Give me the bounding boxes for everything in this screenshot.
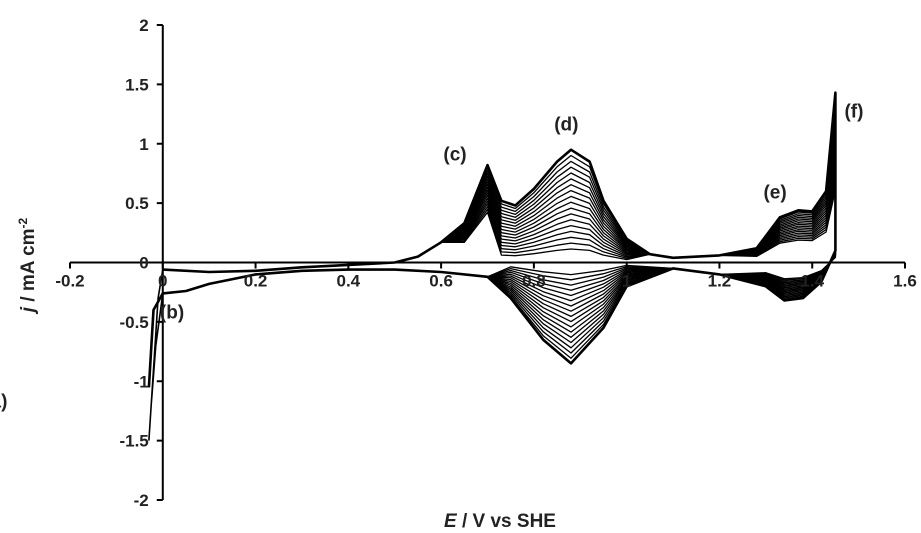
x-tick-label: 0.8: [522, 272, 546, 291]
cv-cycle-line: [148, 132, 837, 388]
peak-annotations: (a) (b) (c) (d) (e) (f): [0, 102, 863, 413]
peak-label: (a): [0, 391, 7, 412]
y-tick-label: -2: [134, 491, 149, 510]
cv-curves: [147, 91, 837, 441]
x-tick-label: 1: [622, 272, 631, 291]
y-tick-label: 0.5: [125, 194, 149, 213]
x-axis-variable: E: [444, 511, 458, 532]
y-axis-title: j / mA cm-2: [16, 217, 39, 315]
cv-cycle-line: [148, 126, 837, 388]
cv-first-cycle-line: [148, 269, 164, 441]
y-axis-unit-exponent: -2: [16, 217, 30, 228]
x-tick-label: 1.6: [893, 272, 917, 291]
x-ticks: -0.2 0 0.2 0.4 0.6 0.8 1 1.2 1.4 1.6: [55, 262, 917, 291]
x-tick-label: 1.4: [800, 272, 824, 291]
y-tick-label: 2: [139, 16, 148, 35]
cv-cycle-line: [148, 109, 837, 388]
y-tick-label: 1.5: [125, 75, 149, 94]
x-tick-label: 0.4: [337, 272, 361, 291]
peak-label: (e): [763, 182, 786, 203]
y-tick-label: -0.5: [119, 313, 148, 332]
cv-cycle-line: [148, 120, 837, 388]
y-axis-unit: / mA cm: [18, 228, 39, 307]
x-axis-unit: / V vs SHE: [457, 511, 556, 532]
x-tick-label: 1.2: [708, 272, 732, 291]
y-tick-label: -1: [134, 372, 149, 391]
y-ticks: 2 1.5 1 0.5 0 -0.5 -1 -1.5 -2: [119, 16, 163, 510]
peak-label: (f): [844, 102, 863, 123]
peak-label: (c): [443, 144, 466, 165]
peak-label: (d): [554, 115, 578, 136]
x-tick-label: 0: [158, 272, 167, 291]
cv-cycle-line: [148, 103, 837, 388]
y-tick-label: 1: [139, 135, 148, 154]
peak-label: (b): [160, 302, 184, 323]
y-axis-variable: j: [18, 306, 39, 315]
x-axis-title: E / V vs SHE: [444, 511, 556, 532]
y-tick-label: -1.5: [119, 432, 148, 451]
x-tick-label: 0.6: [429, 272, 453, 291]
cv-cycle-line: [148, 114, 837, 388]
y-tick-label: 0: [139, 254, 148, 273]
x-tick-label: 0.2: [244, 272, 268, 291]
x-tick-label: -0.2: [55, 272, 84, 291]
cv-cycle-line: [148, 97, 837, 388]
cv-cycle-line: [147, 91, 837, 388]
